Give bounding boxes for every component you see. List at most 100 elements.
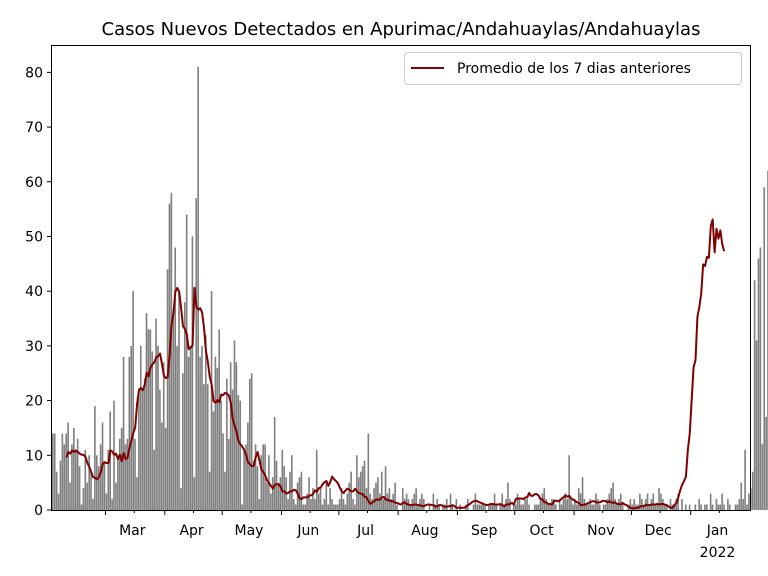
bar [436,499,439,510]
bar [474,493,477,510]
bar [587,504,590,510]
bar [698,499,700,510]
bar [222,433,224,510]
bar [663,504,666,510]
bar [526,499,528,510]
bar [342,499,345,510]
bar [109,411,111,510]
bar [681,499,683,510]
bar [711,504,714,510]
bar [183,302,186,510]
bar [449,493,452,510]
bar [652,493,655,510]
bar [59,460,62,510]
bar [65,433,68,510]
bar [727,499,729,510]
bar [734,504,737,510]
bar [688,504,691,510]
bar [619,493,622,510]
bar [136,477,138,510]
bar [61,433,64,510]
bar [554,504,557,510]
bar [208,471,211,510]
bar [281,449,284,510]
bar [126,438,129,510]
bar [118,438,121,510]
bar [371,499,373,510]
bar [250,373,253,510]
bar [633,499,635,510]
bar [308,477,310,510]
bar [321,504,324,510]
bar [558,499,561,510]
y-tick-label: 40 [25,284,43,300]
bar [740,482,743,510]
bar [201,345,203,510]
bar [598,504,601,510]
bar [117,455,119,510]
y-axis: 0 10 20 30 40 50 60 70 80 [25,65,52,519]
series-line [65,218,726,510]
bar [761,444,764,510]
bar [656,504,658,510]
bar [306,493,308,510]
bar [88,455,90,510]
bar [375,482,377,510]
bar [472,504,475,510]
bar [759,247,762,510]
x-tick-label: Sep [471,523,498,539]
bar [597,499,599,510]
bar [229,362,232,510]
bar [283,466,286,510]
bar [151,351,154,510]
bar [409,504,412,510]
bar [338,499,341,510]
bar [178,291,180,510]
bar [533,504,536,510]
bar [162,362,165,510]
bar [266,482,268,510]
bar [396,504,398,510]
bar [235,362,238,510]
bar [107,449,110,510]
bar [203,384,205,510]
bar [147,329,150,510]
bar [445,499,448,510]
bar [138,389,140,510]
legend: Promedio de los 7 dias anteriores [404,52,742,85]
bar [243,449,245,510]
bar [763,187,766,511]
bar [111,499,113,510]
bar [145,313,148,510]
bar [312,488,314,510]
bar [553,499,555,510]
bar [189,345,192,510]
bar [488,504,490,510]
bar [155,318,157,510]
x-tick-label: Jan [706,523,729,539]
bar [665,504,668,510]
bar [254,444,257,510]
bar [315,449,318,510]
bar [57,493,60,510]
bar [614,499,616,510]
bar [660,493,662,510]
bar [421,493,423,510]
bar [417,504,419,510]
bar [562,499,565,510]
bar [451,504,454,510]
y-tick-label: 0 [34,503,43,519]
bar [723,504,725,510]
y-tick-label: 20 [25,394,43,410]
bar [248,378,251,510]
bar [157,345,159,510]
bar [279,477,282,510]
bar [738,499,741,510]
y-tick-label: 50 [25,229,43,245]
bar [568,455,570,510]
bar [304,504,307,510]
bar [572,504,574,510]
bar [719,504,722,510]
bar [528,504,530,510]
bar [403,499,406,510]
